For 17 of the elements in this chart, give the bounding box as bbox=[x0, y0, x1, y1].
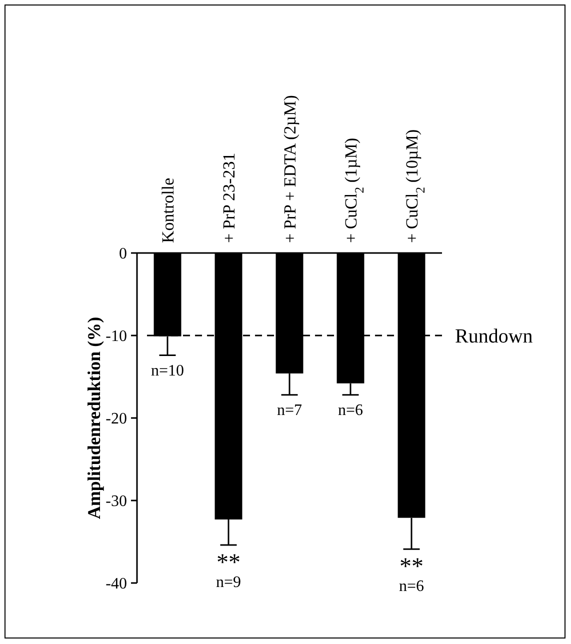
annotation: ** bbox=[216, 550, 240, 576]
annotation: n=6 bbox=[338, 402, 364, 419]
x-tick-label: + PrP 23-231 bbox=[220, 152, 238, 243]
x-tick-label: Kontrolle bbox=[158, 178, 178, 243]
annotation: n=10 bbox=[150, 362, 184, 380]
y-tick-label: 0 bbox=[119, 246, 127, 263]
x-tick-label: + PrP + EDTA (2µM) bbox=[280, 95, 300, 243]
annotation: n=7 bbox=[276, 402, 302, 419]
annotation: n=6 bbox=[398, 578, 424, 596]
ref-line-label: Rundown bbox=[455, 326, 533, 348]
y-tick-label: -40 bbox=[106, 576, 127, 593]
y-axis-title: Amplitudenreduktion (%) bbox=[84, 316, 104, 520]
y-tick-label: -30 bbox=[106, 493, 127, 510]
annotation: ** bbox=[400, 554, 424, 580]
y-tick-label: -20 bbox=[106, 410, 127, 428]
annotation: n=9 bbox=[216, 574, 242, 592]
y-tick-label: -10 bbox=[106, 328, 127, 346]
